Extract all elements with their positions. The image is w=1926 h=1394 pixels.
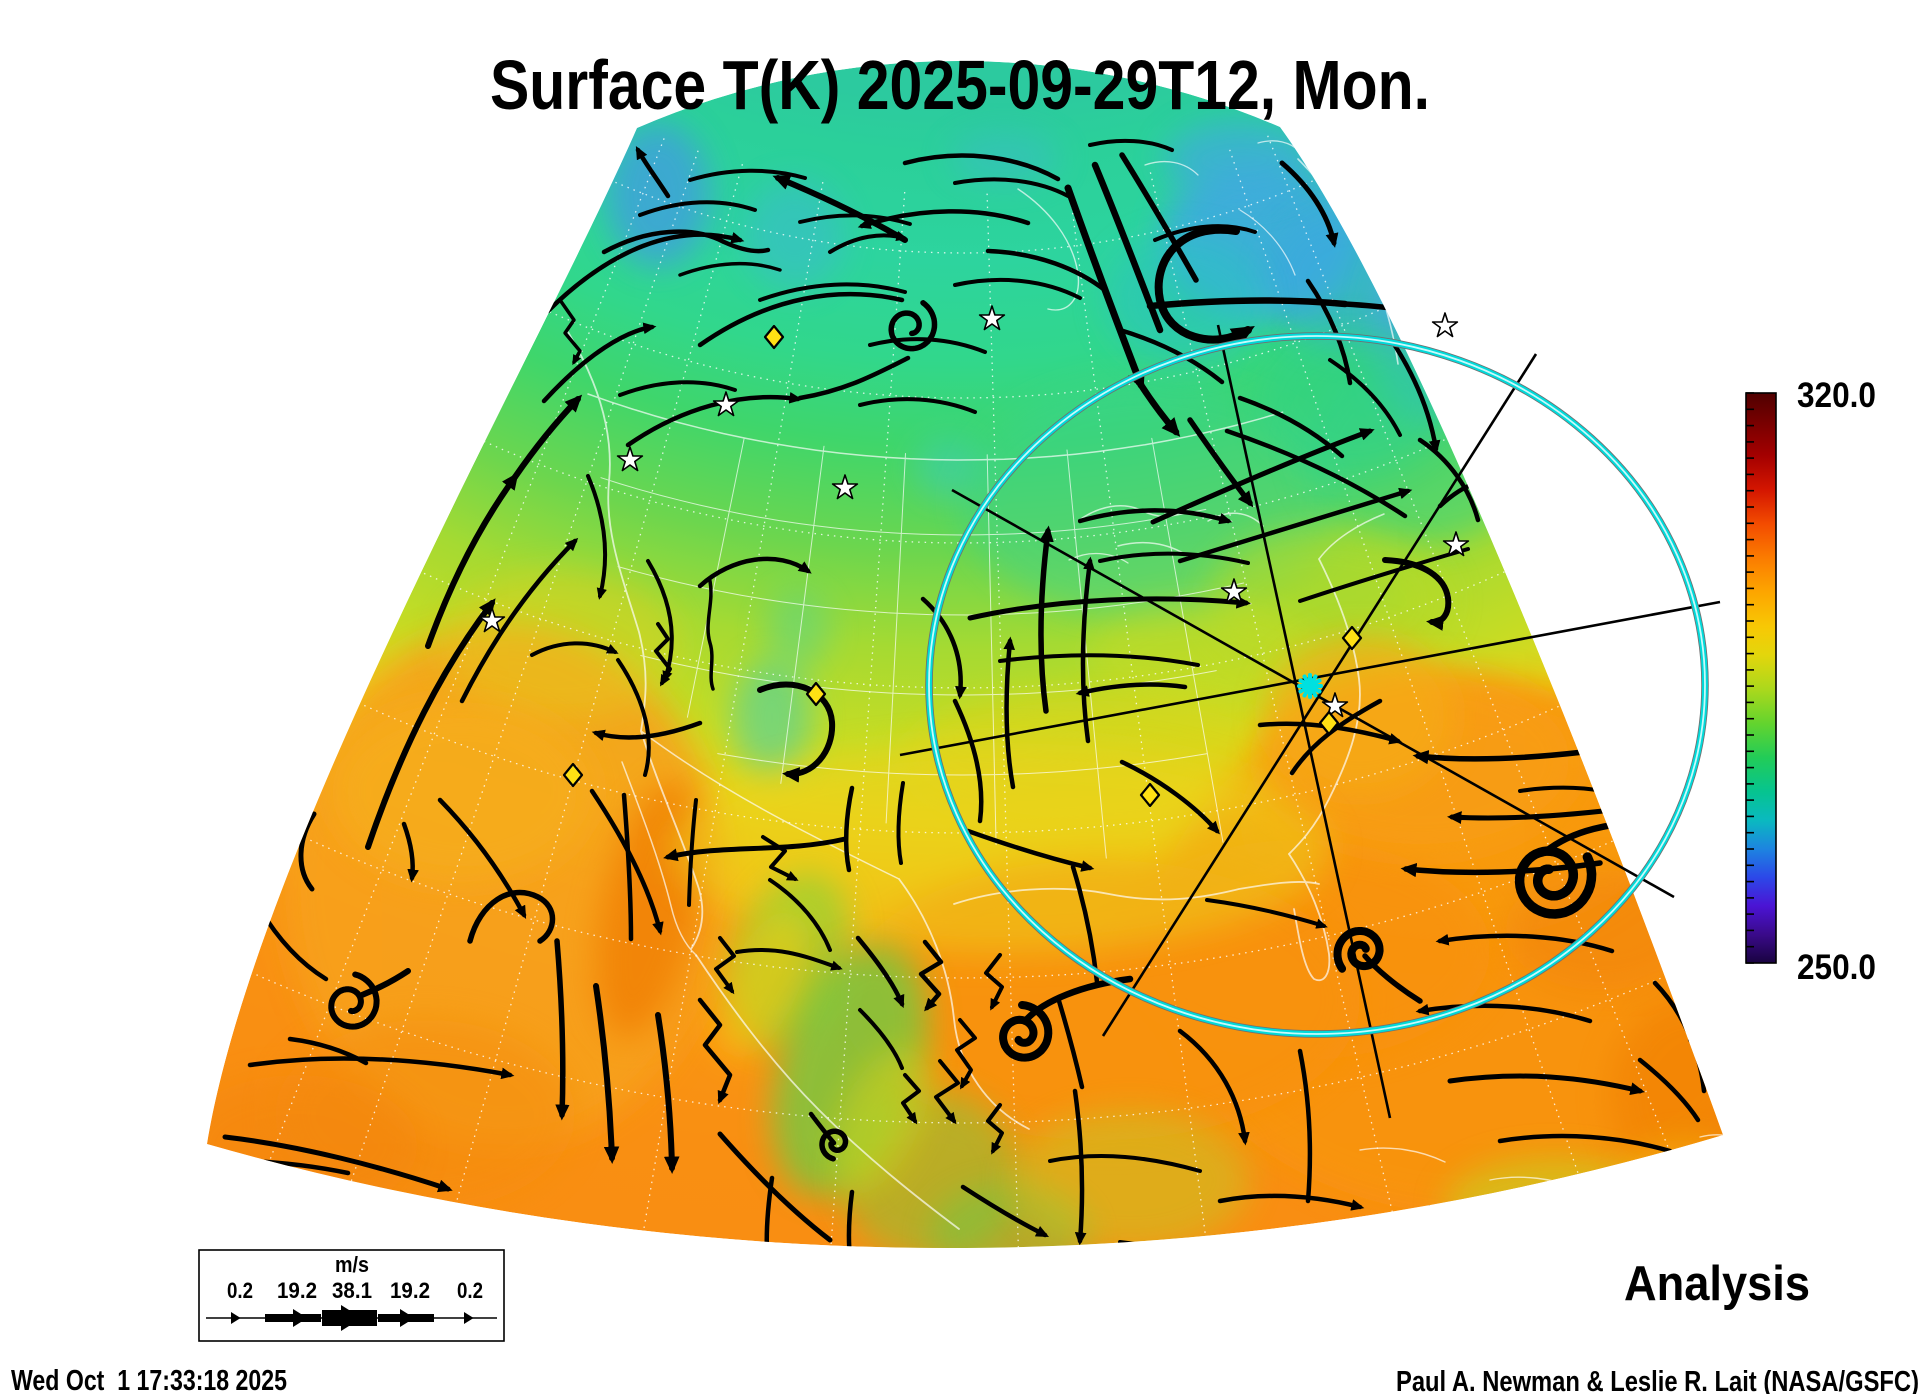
svg-text:Wed Oct 1 17:33:18 2025: Wed Oct 1 17:33:18 2025 (11, 1365, 287, 1394)
svg-text:Analysis: Analysis (1624, 1257, 1810, 1311)
svg-text:19.2: 19.2 (390, 1278, 430, 1303)
svg-text:m/s: m/s (335, 1252, 369, 1277)
svg-text:320.0: 320.0 (1797, 376, 1876, 415)
svg-text:Surface T(K) 2025-09-29T12, Mo: Surface T(K) 2025-09-29T12, Mon. (490, 46, 1430, 124)
svg-text:Paul A. Newman & Leslie R. Lai: Paul A. Newman & Leslie R. Lait (NASA/GS… (1396, 1366, 1919, 1394)
svg-text:19.2: 19.2 (277, 1278, 317, 1303)
svg-text:38.1: 38.1 (332, 1278, 372, 1303)
svg-text:250.0: 250.0 (1797, 948, 1876, 987)
svg-text:0.2: 0.2 (457, 1278, 483, 1303)
svg-text:0.2: 0.2 (227, 1278, 253, 1303)
